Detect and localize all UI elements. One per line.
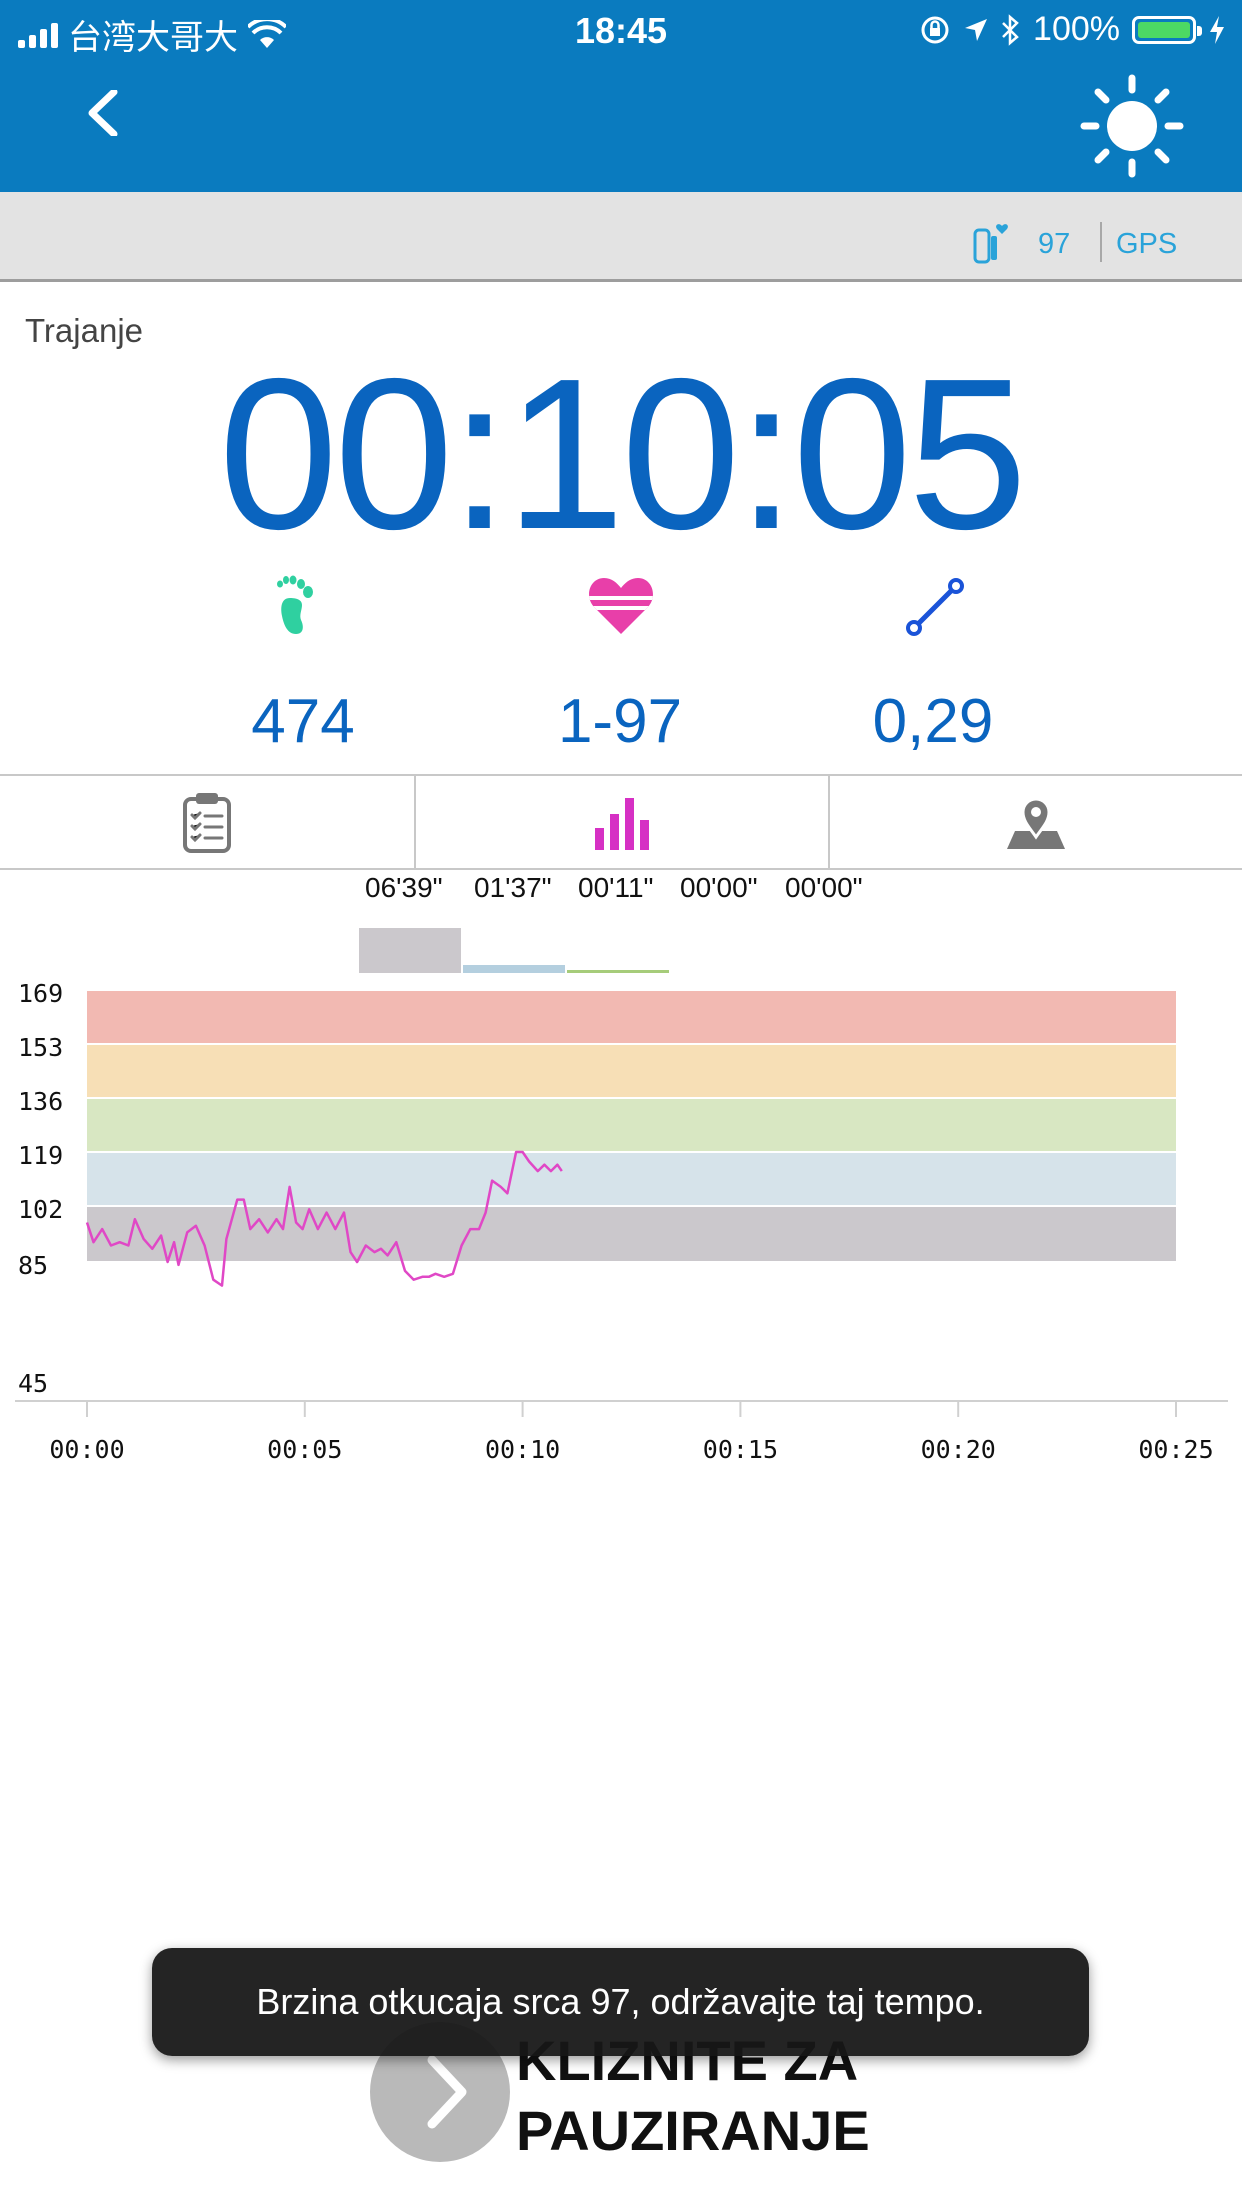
tabs-divider xyxy=(0,868,1242,870)
heart-rate-range-value: 1-97 xyxy=(557,687,683,756)
tab-divider xyxy=(828,776,830,868)
bar-chart-icon xyxy=(595,798,649,850)
distance-value: 0,29 xyxy=(872,687,994,756)
battery-percent: 100% xyxy=(1033,10,1120,48)
route-icon xyxy=(906,578,964,636)
x-tick-label: 00:00 xyxy=(49,1435,124,1464)
chevron-left-icon[interactable] xyxy=(82,90,128,136)
tab-bar xyxy=(0,776,1242,868)
chevron-right-icon xyxy=(427,2055,467,2129)
x-tick-label: 00:10 xyxy=(485,1435,560,1464)
y-tick-label: 45 xyxy=(18,1369,48,1398)
duration-value: 00:10:05 xyxy=(218,333,1028,574)
toast-message: Brzina otkucaja srca 97, održavajte taj … xyxy=(152,1948,1089,2056)
metrics-divider xyxy=(0,774,1242,776)
sun-icon[interactable] xyxy=(1080,74,1184,178)
gps-label: GPS xyxy=(1116,228,1178,260)
x-tick-label: 00:15 xyxy=(703,1435,778,1464)
y-tick-label: 102 xyxy=(18,1195,63,1224)
y-tick-label: 153 xyxy=(18,1033,63,1062)
status-right: 100% xyxy=(919,10,1226,49)
zone-duration-bar xyxy=(567,970,669,973)
bluetooth-icon xyxy=(1002,13,1019,46)
heart-icon xyxy=(589,578,653,634)
x-tick-label: 00:05 xyxy=(267,1435,342,1464)
tab-chart[interactable] xyxy=(416,776,828,868)
tab-divider xyxy=(414,776,416,868)
zone-duration-bar xyxy=(359,928,461,973)
battery-icon xyxy=(1132,15,1202,44)
status-bar: 台湾大哥大 18:45 xyxy=(0,0,1242,62)
device-status-bar: 97 GPS xyxy=(0,192,1242,282)
carrier-name: 台湾大哥大 xyxy=(68,19,238,57)
zone-time: 00'00" xyxy=(785,872,863,903)
device-bar-divider xyxy=(1100,222,1102,262)
top-bar: 台湾大哥大 18:45 xyxy=(0,0,1242,192)
x-tick-label: 00:20 xyxy=(921,1435,996,1464)
band-heart-icon xyxy=(973,224,1008,264)
tab-summary[interactable] xyxy=(0,776,414,868)
y-tick-label: 119 xyxy=(18,1141,63,1170)
zone-duration-bar xyxy=(463,965,565,973)
clipboard-icon xyxy=(183,793,231,853)
tab-map[interactable] xyxy=(830,776,1242,868)
heart-rate-chart: 169 153 136 119 102 85 45 00:00 00:05 00:10 00:15 0… xyxy=(15,928,1228,1464)
zone-time: 06'39" xyxy=(365,872,443,903)
steps-value: 474 xyxy=(251,687,355,756)
location-arrow-icon xyxy=(965,18,988,41)
zone-time: 01'37" xyxy=(474,872,552,903)
signal-icon xyxy=(18,22,58,48)
zone-time: 00'00" xyxy=(680,872,758,903)
zone-band xyxy=(87,1153,1176,1205)
toast-text: Brzina otkucaja srca 97, održavajte taj … xyxy=(256,1981,985,2022)
wifi-icon xyxy=(248,19,286,48)
zone-band xyxy=(87,1207,1176,1261)
map-pin-icon xyxy=(1007,797,1065,849)
zone-time: 00'11" xyxy=(578,872,654,903)
status-time: 18:45 xyxy=(574,10,668,51)
device-heart-rate: 97 xyxy=(1038,228,1071,260)
status-left: 台湾大哥大 xyxy=(18,10,286,59)
charging-bolt-icon xyxy=(1210,15,1224,44)
footprint-icon xyxy=(277,575,313,634)
duration-label: Trajanje xyxy=(25,312,143,349)
zone-band xyxy=(87,1045,1176,1097)
zone-band xyxy=(87,1099,1176,1151)
x-tick-label: 00:25 xyxy=(1138,1435,1213,1464)
y-tick-label: 169 xyxy=(18,979,63,1008)
slider-label-line2: PAUZIRANJE xyxy=(516,2099,870,2162)
orientation-lock-icon xyxy=(921,16,949,43)
y-tick-label: 136 xyxy=(18,1087,63,1116)
heart-rate-line xyxy=(85,1150,563,1287)
y-tick-label: 85 xyxy=(18,1251,48,1280)
zone-band xyxy=(87,991,1176,1043)
